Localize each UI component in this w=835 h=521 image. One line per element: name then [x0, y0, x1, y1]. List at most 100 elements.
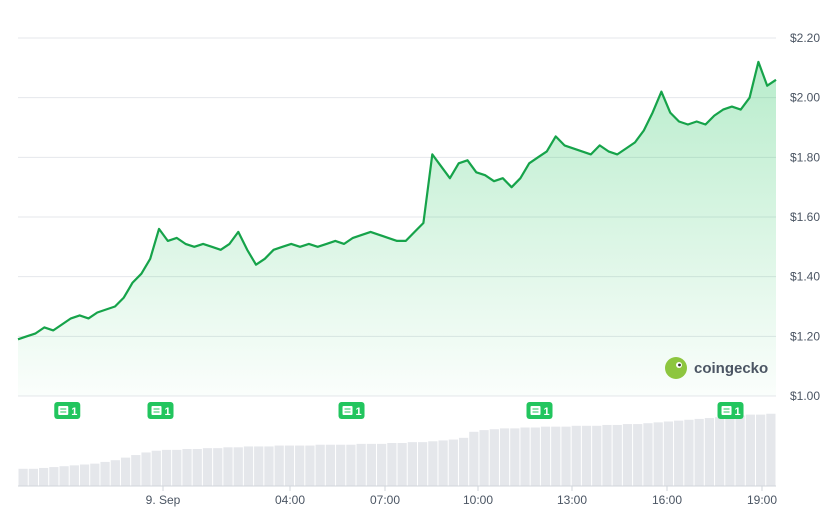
- newspaper-icon: [530, 406, 541, 415]
- volume-bar: [571, 425, 581, 486]
- volume-bar: [561, 426, 571, 486]
- volume-bar: [223, 447, 233, 486]
- volume-bar: [69, 465, 79, 486]
- y-tick-label: $1.40: [790, 270, 820, 284]
- volume-bar: [653, 422, 663, 486]
- newspaper-icon: [151, 406, 162, 415]
- volume-bar: [366, 443, 377, 486]
- volume-bar: [59, 466, 69, 486]
- volume-bar: [428, 441, 438, 486]
- volume-bar: [551, 426, 561, 486]
- y-axis: $2.20 $2.00 $1.80 $1.60 $1.40 $1.20 $1.00: [790, 31, 820, 403]
- volume-bars: [18, 413, 776, 487]
- volume-bar: [663, 421, 674, 486]
- volume-bar: [735, 415, 745, 486]
- price-line: [17, 60, 777, 341]
- gecko-logo-icon: [665, 357, 687, 379]
- volume-bar: [233, 447, 243, 486]
- news-count: 1: [544, 406, 550, 418]
- volume-bar: [346, 444, 356, 486]
- volume-bar: [264, 446, 274, 486]
- volume-bar: [172, 449, 182, 486]
- volume-bar: [530, 427, 540, 486]
- volume-bar: [674, 420, 684, 486]
- x-tick-label: 13:00: [557, 493, 587, 507]
- volume-bar: [694, 418, 704, 486]
- x-tick-label: 19:00: [747, 493, 777, 507]
- volume-bar: [510, 428, 520, 486]
- volume-bar: [684, 419, 694, 486]
- volume-bar: [622, 424, 633, 486]
- volume-bar: [633, 424, 643, 486]
- volume-bar: [643, 423, 653, 486]
- volume-bar: [131, 455, 141, 486]
- volume-bar: [499, 428, 510, 486]
- news-count: 1: [165, 406, 171, 418]
- volume-bar: [161, 449, 172, 486]
- y-tick-label: $1.00: [790, 389, 820, 403]
- volume-bar: [110, 460, 120, 486]
- volume-bar: [28, 468, 38, 486]
- newspaper-icon: [58, 406, 69, 415]
- volume-bar: [745, 414, 756, 486]
- volume-bar: [141, 452, 151, 486]
- volume-bar: [756, 414, 766, 486]
- news-count: 1: [735, 406, 741, 418]
- volume-bar: [715, 417, 725, 486]
- volume-bar: [448, 439, 458, 486]
- volume-bar: [90, 463, 100, 486]
- news-marker[interactable]: 1: [338, 402, 365, 419]
- volume-bar: [79, 464, 90, 486]
- volume-bar: [120, 457, 131, 486]
- volume-bar: [213, 448, 223, 486]
- volume-bar: [295, 445, 305, 486]
- volume-bar: [284, 445, 295, 486]
- volume-bar: [581, 425, 592, 486]
- volume-bar: [612, 424, 622, 486]
- y-tick-label: $1.20: [790, 329, 820, 343]
- volume-bar: [202, 448, 213, 486]
- news-count: 1: [356, 406, 362, 418]
- volume-bar: [377, 443, 387, 486]
- y-tick-label: $2.20: [790, 31, 820, 45]
- volume-bar: [274, 445, 284, 486]
- volume-bar: [407, 442, 417, 486]
- volume-bar: [254, 446, 264, 486]
- volume-bar: [243, 446, 254, 486]
- y-tick-label: $1.60: [790, 210, 820, 224]
- news-count: 1: [71, 406, 77, 418]
- news-marker[interactable]: 1: [147, 402, 174, 419]
- volume-bar: [469, 431, 479, 486]
- volume-bar: [520, 427, 530, 486]
- volume-bar: [602, 424, 612, 486]
- volume-bar: [356, 443, 366, 486]
- x-tick-label: 10:00: [463, 493, 493, 507]
- volume-bar: [397, 443, 407, 486]
- y-tick-label: $2.00: [790, 91, 820, 105]
- volume-bar: [592, 425, 602, 486]
- news-marker[interactable]: 1: [54, 402, 81, 419]
- volume-bar: [417, 442, 428, 486]
- volume-bar: [540, 426, 551, 486]
- news-marker[interactable]: 1: [717, 402, 744, 419]
- x-tick-label: 07:00: [370, 493, 400, 507]
- volume-bar: [49, 467, 59, 486]
- volume-bar: [38, 467, 49, 486]
- volume-bar: [182, 449, 192, 486]
- volume-bar: [151, 450, 161, 486]
- volume-bar: [725, 416, 735, 486]
- volume-bar: [704, 418, 715, 486]
- x-tick-label: 16:00: [652, 493, 682, 507]
- news-marker[interactable]: 1: [526, 402, 553, 419]
- volume-bar: [479, 430, 489, 486]
- volume-bar: [192, 449, 202, 486]
- volume-bar: [100, 461, 110, 486]
- volume-bar: [315, 444, 325, 486]
- volume-bar: [458, 437, 469, 486]
- volume-bar: [387, 443, 397, 486]
- gecko-pupil: [678, 363, 681, 367]
- newspaper-icon: [342, 406, 353, 415]
- coingecko-watermark: coingecko: [665, 357, 768, 379]
- volume-bar: [18, 468, 28, 486]
